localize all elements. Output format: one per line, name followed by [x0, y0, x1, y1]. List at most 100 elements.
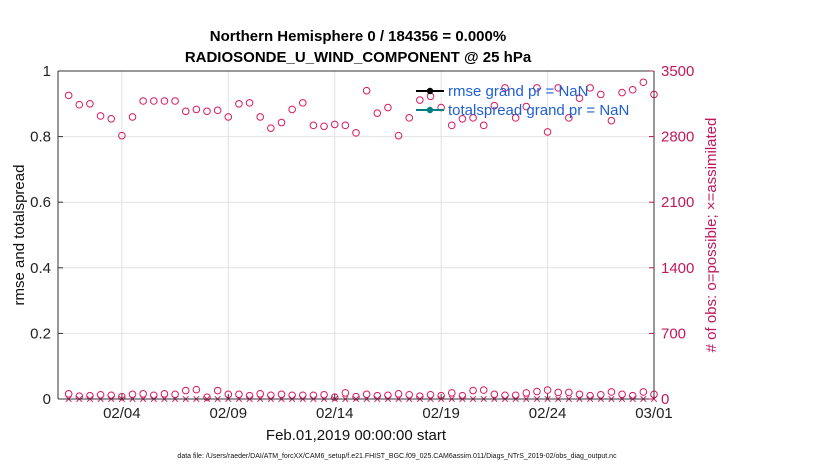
marker-series-3-point-4: [160, 390, 169, 398]
marker-series-0-point-5: [171, 97, 179, 105]
marker-series-0-point-21: [511, 114, 520, 122]
marker-series-3-point-19: [479, 386, 488, 394]
marker-series-1-point-8: [245, 99, 254, 107]
y-tick-label-right-3: 2100: [661, 194, 694, 211]
marker-series-3-point-21: [522, 389, 531, 397]
marker-series-3-point-6: [203, 393, 211, 401]
marker-series-0-point-16: [405, 114, 414, 122]
marker-series-1-point-18: [458, 114, 467, 123]
x-axis-label: Feb.01,2019 00:00:00 start: [266, 427, 447, 444]
marker-series-0-point-9: [256, 113, 265, 121]
marker-series-2-point-5: [171, 390, 179, 399]
marker-series-3-point-15: [394, 390, 403, 398]
y-axis-label-left: rmse and totalspread: [11, 165, 28, 306]
marker-series-1-point-5: [181, 107, 190, 116]
marker-series-0-point-1: [86, 100, 94, 108]
marker-series-2-point-8: [235, 390, 243, 399]
marker-series-0-point-23: [554, 84, 563, 92]
marker-series-0-point-4: [149, 97, 158, 105]
marker-series-2-point-25: [596, 390, 605, 399]
marker-series-2-point-3: [128, 390, 137, 399]
legend-label-rmse: rmse grand pr = NaN: [448, 83, 588, 100]
marker-series-0-point-8: [235, 100, 243, 108]
marker-series-1-point-21: [522, 102, 531, 111]
marker-series-1-point-23: [565, 114, 573, 122]
marker-series-2-point-13: [341, 389, 350, 397]
marker-series-3-point-3: [139, 390, 147, 398]
marker-series-2-point-23: [554, 388, 563, 397]
marker-series-0-point-3: [128, 113, 137, 121]
marker-series-2-point-20: [490, 390, 499, 399]
marker-series-2-point-7: [213, 386, 222, 395]
marker-series-3-point-25: [607, 388, 616, 396]
marker-series-0-point-7: [213, 106, 222, 115]
legend-marker-totalspread: [426, 106, 434, 114]
marker-series-2-point-17: [426, 390, 435, 399]
marker-series-0-point-25: [596, 90, 605, 99]
x-tick-label-2: 02/14: [316, 405, 354, 422]
marker-series-3-point-23: [565, 388, 573, 397]
marker-series-1-point-19: [479, 121, 488, 130]
marker-series-0-point-13: [341, 121, 350, 130]
data-file-footnote: data file: /Users/raeder/DAI/ATM_forcXX/…: [177, 453, 617, 460]
y-tick-label-right-5: 3500: [661, 63, 694, 80]
marker-series-1-point-11: [309, 121, 318, 130]
y-tick-label-left-3: 0.6: [30, 194, 51, 211]
marker-series-3-point-1: [96, 390, 105, 399]
y-tick-label-right-1: 700: [661, 325, 686, 342]
tick-labels: 02/04 02/09 02/14 02/19 02/24 03/0100.20.40.6…: [30, 63, 694, 422]
marker-series-2-point-24: [575, 390, 584, 399]
x-tick-label-1: 02/09: [210, 405, 248, 422]
marker-series-0-point-26: [618, 88, 626, 97]
marker-series-2-point-10: [277, 390, 286, 399]
marker-series-2-point-26: [618, 390, 626, 399]
plot-area: [58, 71, 654, 399]
marker-series-2-point-0: [64, 390, 73, 398]
y-tick-label-right-2: 1400: [661, 260, 694, 277]
marker-series-0-point-24: [575, 94, 584, 102]
marker-series-1-point-26: [628, 85, 637, 94]
legend-label-totalspread: totalspread grand pr = NaN: [448, 102, 629, 119]
marker-series-3-point-13: [352, 392, 360, 401]
marker-series-0-point-15: [384, 103, 392, 112]
y-axis-label-right: # of obs: o=possible; ×=assimilated: [703, 118, 720, 353]
x-tick-label-5: 03/01: [635, 405, 673, 422]
marker-series-2-point-6: [192, 385, 201, 394]
marker-series-1-point-9: [267, 124, 275, 132]
marker-series-1-point-15: [394, 131, 403, 140]
marker-series-1-point-13: [352, 129, 360, 137]
marker-series-0-point-12: [320, 122, 328, 131]
marker-series-2-point-19: [469, 386, 477, 395]
marker-series-1-point-7: [224, 113, 233, 121]
axes: [57, 70, 655, 400]
marker-series-1-point-12: [330, 120, 339, 129]
marker-series-2-point-9: [256, 390, 265, 398]
marker-series-2-point-22: [533, 387, 541, 396]
marker-series-0-point-11: [298, 99, 307, 107]
marker-series-1-point-0: [75, 100, 84, 109]
legend: rmse grand pr = NaN totalspread grand pr…: [416, 83, 629, 119]
y-tick-label-left-1: 0.2: [30, 325, 51, 342]
marker-series-1-point-14: [373, 109, 382, 117]
marker-series-1-point-16: [416, 96, 424, 104]
chart-title-line-2: RADIOSONDE_U_WIND_COMPONENT @ 25 hPa: [185, 49, 532, 66]
y-tick-label-right-4: 2800: [661, 129, 694, 146]
marker-series-3-point-12: [330, 393, 339, 401]
marker-series-1-point-20: [501, 84, 509, 92]
marker-series-0-point-22: [533, 84, 541, 92]
marker-series-0-point-6: [192, 105, 201, 114]
marker-series-0-point-2: [107, 114, 116, 123]
marker-series-1-point-2: [118, 131, 126, 140]
marker-series-2-point-16: [405, 390, 414, 399]
marker-series-0-point-0: [64, 91, 73, 100]
marker-series-1-point-3: [139, 97, 147, 105]
x-tick-label-4: 02/24: [529, 405, 567, 422]
marker-series-0-point-10: [277, 118, 286, 127]
marker-series-2-point-27: [639, 388, 648, 396]
y-tick-label-left-0: 0: [43, 391, 51, 408]
marker-series-2-point-12: [320, 390, 328, 399]
marker-series-1-point-10: [288, 105, 296, 114]
marker-series-3-point-5: [181, 386, 190, 395]
marker-series-0-point-27: [639, 78, 648, 87]
